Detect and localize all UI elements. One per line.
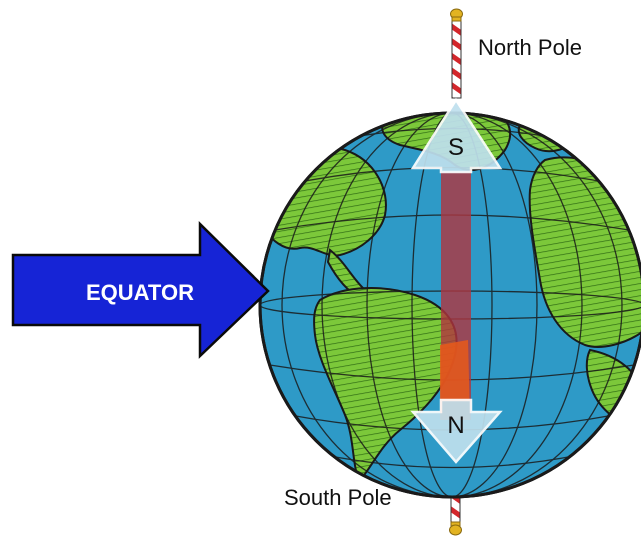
magnet-south-label: S <box>448 134 464 161</box>
south-pole-label: South Pole <box>284 485 392 510</box>
equator-label: EQUATOR <box>86 280 194 305</box>
equator-arrow: EQUATOR <box>11 221 270 359</box>
magnet-south-arrow: S <box>410 97 503 174</box>
north-pole-label: North Pole <box>478 35 582 60</box>
north-pole-rod <box>450 8 463 99</box>
magnet-north-arrow: N <box>410 398 503 464</box>
bar-magnet <box>440 172 471 420</box>
magnet-north-label: N <box>447 412 464 439</box>
